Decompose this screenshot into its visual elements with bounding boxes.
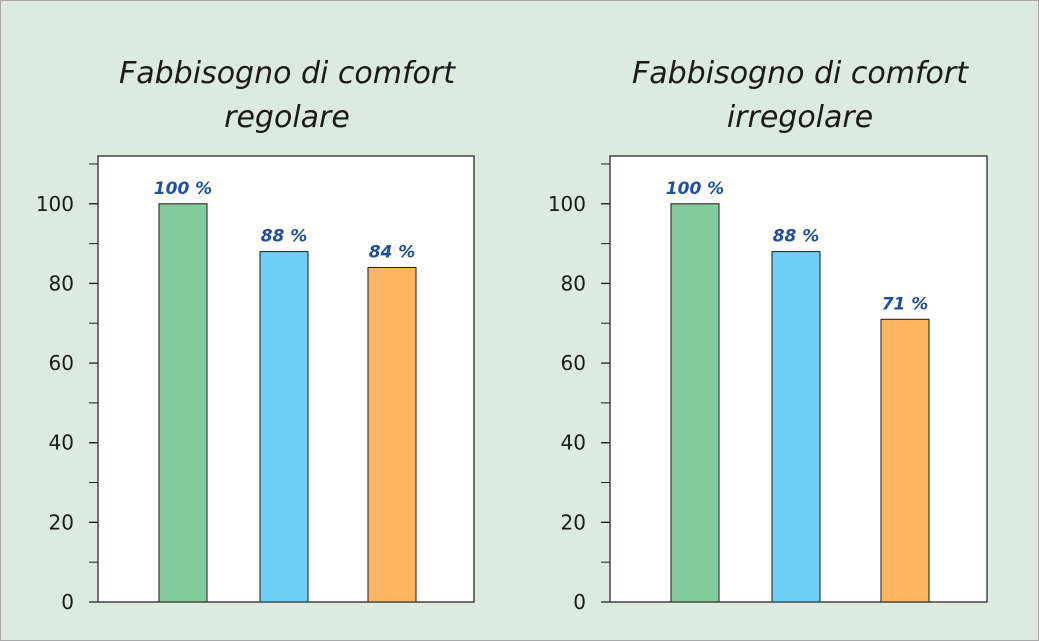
bar [771, 251, 821, 603]
chart-irregular-comfort: Fabbisogno di comfort irregolare 0 20 40 60… [548, 56, 988, 614]
y-tick-label: 20 [561, 510, 586, 534]
bar [880, 318, 930, 603]
bar [670, 203, 720, 603]
y-tick-label: 60 [561, 351, 586, 375]
bar [367, 267, 417, 603]
y-tick-label: 80 [49, 271, 74, 295]
chart-regular-comfort: Fabbisogno di comfort regolare 0 20 40 60 80… [36, 56, 475, 614]
chart-title-line-1: Fabbisogno di comfort [632, 56, 969, 91]
chart-title-line-2: irregolare [727, 100, 873, 135]
y-tick-label: 80 [561, 271, 586, 295]
bar [158, 203, 208, 603]
y-tick-label: 100 [548, 192, 586, 216]
y-tick-label: 0 [573, 590, 586, 614]
y-tick-label: 60 [49, 351, 74, 375]
bar-data-label: 100 % [154, 179, 212, 199]
y-tick-label: 40 [49, 431, 74, 455]
y-tick-label: 20 [49, 510, 74, 534]
bar-data-label: 88 % [261, 227, 308, 247]
bar-data-label: 88 % [773, 227, 820, 247]
y-tick-label: 40 [561, 431, 586, 455]
chart-title-line-2: regolare [224, 100, 350, 135]
y-tick-label: 0 [61, 590, 74, 614]
bar-data-label: 100 % [666, 179, 724, 199]
y-tick-label: 100 [36, 192, 74, 216]
bar [259, 251, 309, 603]
bar-data-label: 71 % [882, 294, 929, 314]
chart-title-line-1: Fabbisogno di comfort [119, 56, 456, 91]
bar-data-label: 84 % [369, 243, 416, 263]
